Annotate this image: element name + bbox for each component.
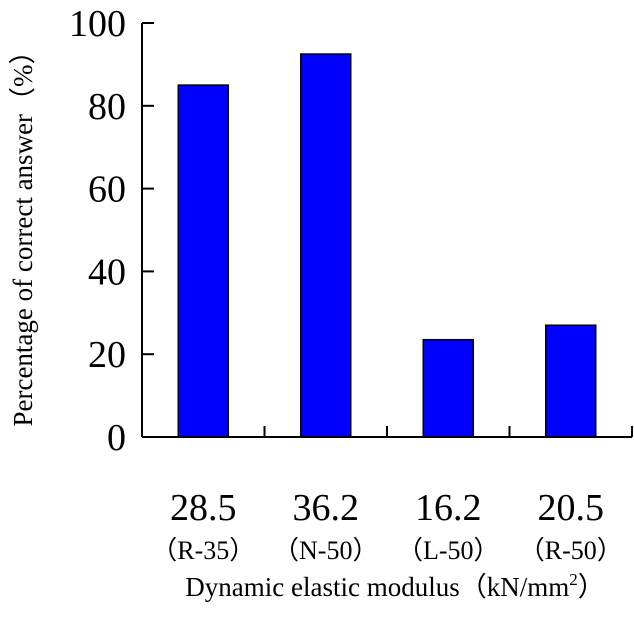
x-tick-label-2: 16.2 (415, 487, 482, 529)
bar-0 (177, 84, 229, 438)
y-tick-label-0: 0 (107, 417, 126, 459)
x-axis-title-main: Dynamic elastic modulus（kN/mm (185, 572, 569, 602)
y-tick-label-60: 60 (88, 169, 126, 211)
x-axis-title-suffix: ） (578, 572, 605, 602)
bars-layer (177, 53, 597, 438)
y-axis-title: Percentage of correct answer（%） (8, 37, 38, 426)
y-tick-label-80: 80 (88, 86, 126, 128)
x-tick-label-1: 36.2 (293, 487, 360, 529)
x-axis-title: Dynamic elastic modulus（kN/mm2） (185, 570, 604, 602)
x-tick-label-0: 28.5 (170, 487, 237, 529)
x-tick-sublabel-2: （L-50） (397, 536, 500, 565)
labels-layer: 0 20 40 60 80 100 28.5 （R-35） 36.2 （N-50） 16.2 （L-5… (69, 3, 623, 565)
bar-2 (422, 338, 474, 438)
x-tick-sublabel-1: （N-50） (273, 536, 378, 565)
x-axis-title-superscript: 2 (569, 570, 578, 589)
y-tick-label-20: 20 (88, 334, 126, 376)
x-tick-label-3: 20.5 (538, 487, 605, 529)
axes-layer (141, 22, 633, 438)
bar-3 (545, 324, 597, 438)
y-tick-label-100: 100 (69, 3, 126, 45)
y-tick-label-40: 40 (88, 251, 126, 293)
x-tick-sublabel-3: （R-50） (519, 536, 623, 565)
x-tick-sublabel-0: （R-35） (151, 536, 255, 565)
bar-1 (300, 53, 352, 438)
